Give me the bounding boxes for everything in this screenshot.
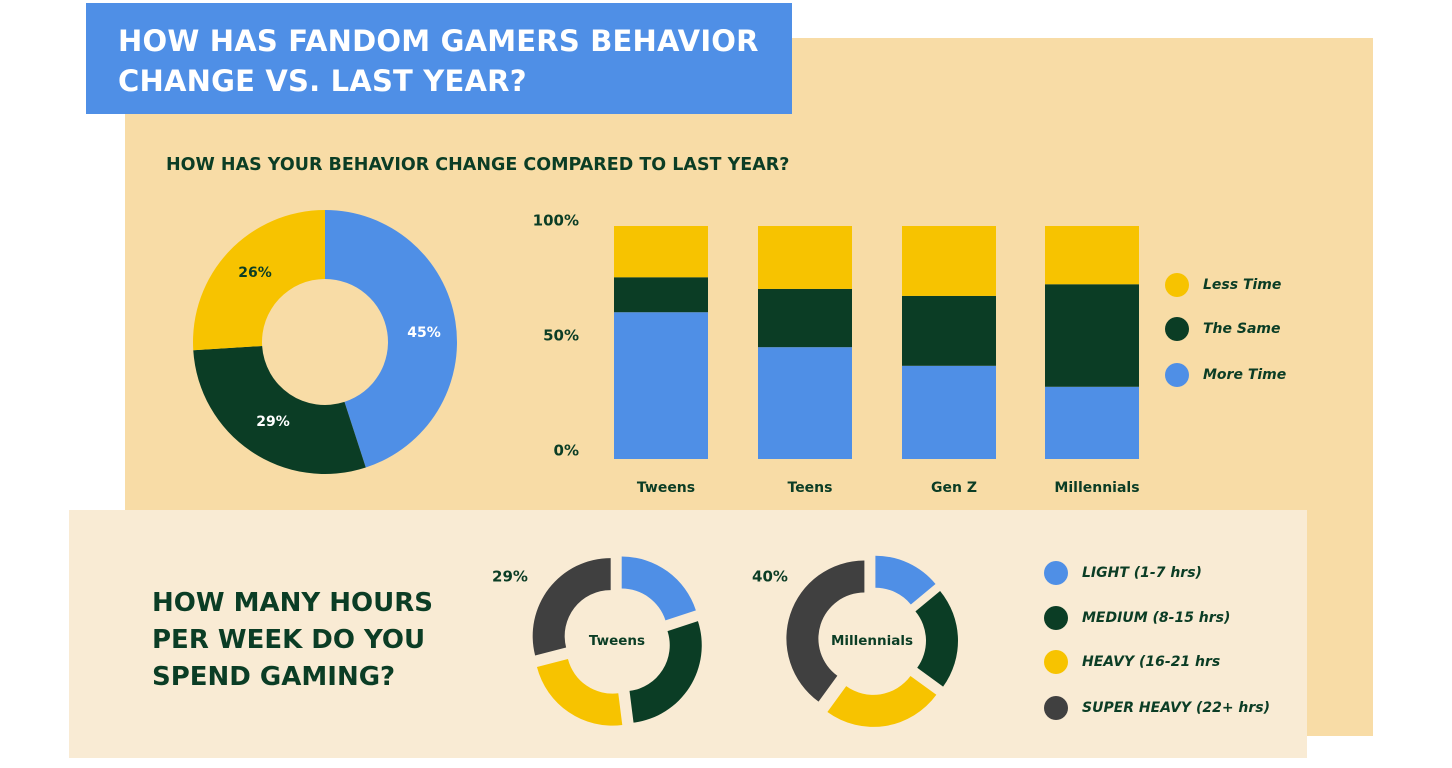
hours-legend-label: SUPER HEAVY (22+ hrs) <box>1082 700 1270 716</box>
stacked-bar-segment <box>614 312 708 459</box>
exploded-slice-group <box>536 659 623 726</box>
exploded-donut-slice <box>536 659 623 726</box>
hours-legend-label: MEDIUM (8-15 hrs) <box>1082 610 1230 626</box>
exploded-slice-group <box>875 555 936 605</box>
stacked-bar-segment <box>614 277 708 313</box>
stacked-bar-segment <box>1045 284 1139 387</box>
stacked-bar-segment <box>614 226 708 278</box>
stacked-bar-segment <box>902 295 996 366</box>
y-tick-label: 50% <box>543 327 579 345</box>
legend-label: The Same <box>1203 321 1281 337</box>
hours-legend-swatch <box>1044 561 1068 585</box>
stacked-bar-segment <box>1045 226 1139 285</box>
hours-legend-label: LIGHT (1-7 hrs) <box>1082 565 1202 581</box>
donut-value-label: 45% <box>407 325 441 341</box>
exploded-slice-group <box>786 560 865 702</box>
stacked-bar-segment <box>758 226 852 289</box>
x-tick-label: Teens <box>788 480 833 496</box>
exploded-slice-group <box>629 621 702 723</box>
stacked-bar-segment <box>902 365 996 459</box>
x-tick-label: Gen Z <box>931 480 977 496</box>
stacked-bar-segment <box>1045 386 1139 459</box>
stacked-bar-segment <box>758 288 852 348</box>
exploded-donut-slice <box>786 560 865 702</box>
header-banner: HOW HAS FANDOM GAMERS BEHAVIOR CHANGE VS… <box>86 3 792 114</box>
x-tick-label: Millennials <box>1054 480 1139 496</box>
legend-label: More Time <box>1203 367 1286 383</box>
x-tick-label: Tweens <box>637 480 695 496</box>
exploded-slice-group <box>621 556 696 621</box>
hours-title-line-2: PER WEEK DO YOU <box>152 625 426 655</box>
hours-legend-swatch <box>1044 650 1068 674</box>
page-title-line-1: HOW HAS FANDOM GAMERS BEHAVIOR <box>118 24 759 58</box>
exploded-donut-value-label: 29% <box>492 568 528 586</box>
exploded-donut-slice <box>827 675 937 727</box>
legend-label: Less Time <box>1203 277 1281 293</box>
legend-swatch <box>1165 363 1189 387</box>
exploded-donut-slice <box>875 555 936 605</box>
exploded-donut-slice <box>915 591 958 687</box>
hours-legend-swatch <box>1044 606 1068 630</box>
donut-slice <box>325 210 458 468</box>
legend-swatch <box>1165 273 1189 297</box>
legend-swatch <box>1165 317 1189 341</box>
exploded-donut-slice <box>621 556 696 621</box>
y-tick-label: 0% <box>554 442 579 460</box>
behavior-subtitle: HOW HAS YOUR BEHAVIOR CHANGE COMPARED TO… <box>166 155 790 175</box>
exploded-donut-center-label: Millennials <box>831 633 913 649</box>
exploded-slice-group <box>827 675 937 727</box>
hours-section-title: HOW MANY HOURS PER WEEK DO YOU SPEND GAM… <box>152 585 472 696</box>
exploded-donut-value-label: 40% <box>752 568 788 586</box>
y-tick-label: 100% <box>533 212 579 230</box>
donut-slice <box>193 345 366 474</box>
hours-title-line-1: HOW MANY HOURS <box>152 588 433 618</box>
exploded-slice-group <box>532 558 611 656</box>
exploded-slice-group <box>915 591 958 687</box>
donut-slice <box>192 210 325 351</box>
donut-value-label: 26% <box>238 265 272 281</box>
page-title-line-2: CHANGE VS. LAST YEAR? <box>118 64 527 98</box>
donut-value-label: 29% <box>256 414 290 430</box>
stacked-bar-segment <box>902 226 996 296</box>
exploded-donut-slice <box>629 621 702 723</box>
stacked-bar-segment <box>758 347 852 459</box>
hours-title-line-3: SPEND GAMING? <box>152 662 396 692</box>
hours-legend-label: HEAVY (16-21 hrs <box>1082 654 1220 670</box>
exploded-donut-slice <box>532 558 611 656</box>
exploded-donut-center-label: Tweens <box>589 633 645 649</box>
hours-legend-swatch <box>1044 696 1068 720</box>
